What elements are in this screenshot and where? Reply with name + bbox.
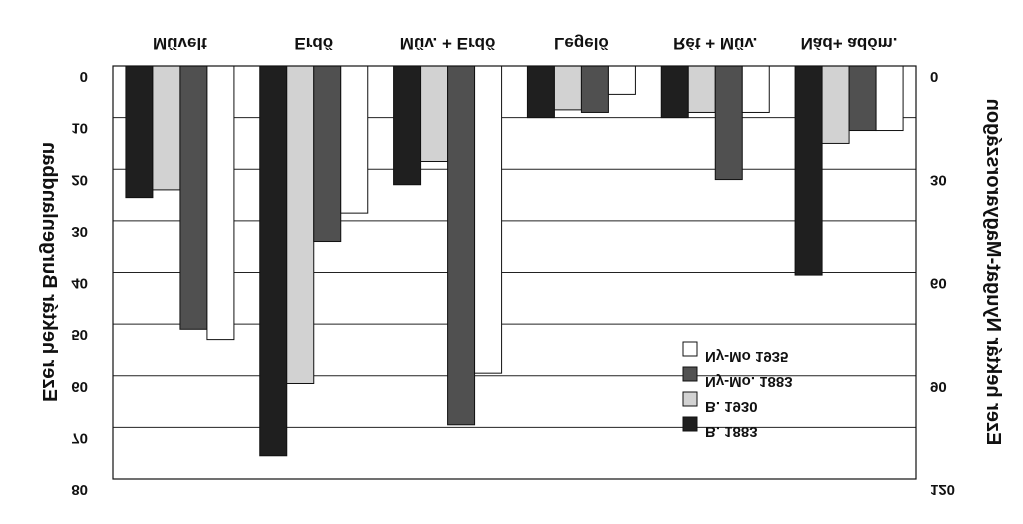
bar-1-0 (152, 65, 181, 191)
left-tick-label: 70 (71, 429, 88, 446)
left-tick-label: 40 (71, 275, 88, 292)
bar-1-2 (420, 65, 449, 163)
bar-1-1 (286, 65, 315, 384)
bar-3-3 (607, 65, 636, 95)
right-tick-label: 0 (930, 68, 938, 85)
left-tick-label: 0 (80, 68, 88, 85)
category-label: Műv. + Erdő (400, 34, 496, 53)
legend-swatch-3 (682, 341, 698, 357)
bar-0-3 (526, 65, 555, 119)
category-label: Nád+ adóm. (801, 34, 898, 53)
bar-2-0 (179, 65, 208, 330)
left-tick-label: 60 (71, 378, 88, 395)
category-label: Legelő (554, 34, 609, 53)
right-tick-label: 90 (930, 378, 947, 395)
right-tick-label: 30 (930, 171, 947, 188)
bar-2-2 (447, 65, 476, 426)
legend-swatch-0 (682, 416, 698, 432)
left-axis-title: Ezer hektár Burgenlandban (38, 142, 60, 402)
category-label: Erdő (294, 34, 333, 53)
bar-0-0 (125, 65, 154, 199)
left-tick-label: 80 (71, 481, 88, 498)
legend-label: B. 1883 (705, 423, 758, 440)
right-axis-title: Ezer hektár Nyugat-Magyarországon (982, 99, 1004, 446)
bar-2-1 (313, 65, 342, 243)
bar-0-2 (393, 65, 422, 186)
left-tick-label: 30 (71, 223, 88, 240)
legend-label: Ny-Mo 1935 (705, 348, 788, 365)
bar-0-5 (794, 65, 823, 276)
bar-0-1 (259, 65, 288, 457)
bar-1-4 (687, 65, 716, 113)
left-tick-label: 10 (71, 120, 88, 137)
left-tick-label: 50 (71, 326, 88, 343)
bar-0-4 (660, 65, 689, 119)
bar-3-5 (875, 65, 904, 132)
bar-3-4 (741, 65, 770, 113)
bar-1-3 (553, 65, 582, 111)
plot-frame (112, 65, 917, 480)
bar-3-0 (206, 65, 235, 341)
legend-swatch-2 (682, 366, 698, 382)
bar-3-2 (474, 65, 503, 374)
right-tick-label: 60 (930, 275, 947, 292)
category-label: Művelt (153, 34, 207, 53)
right-tick-label: 120 (930, 481, 955, 498)
bar-2-5 (848, 65, 877, 132)
bar-1-5 (821, 65, 850, 144)
left-tick-label: 20 (71, 171, 88, 188)
category-label: Rét + Műv. (673, 34, 757, 53)
legend-swatch-1 (682, 391, 698, 407)
legend-label: Ny-Mo. 1883 (705, 373, 793, 390)
bar-3-1 (340, 65, 369, 214)
legend-label: B. 1930 (705, 398, 758, 415)
bar-2-3 (580, 65, 609, 113)
bar-2-4 (714, 65, 743, 181)
